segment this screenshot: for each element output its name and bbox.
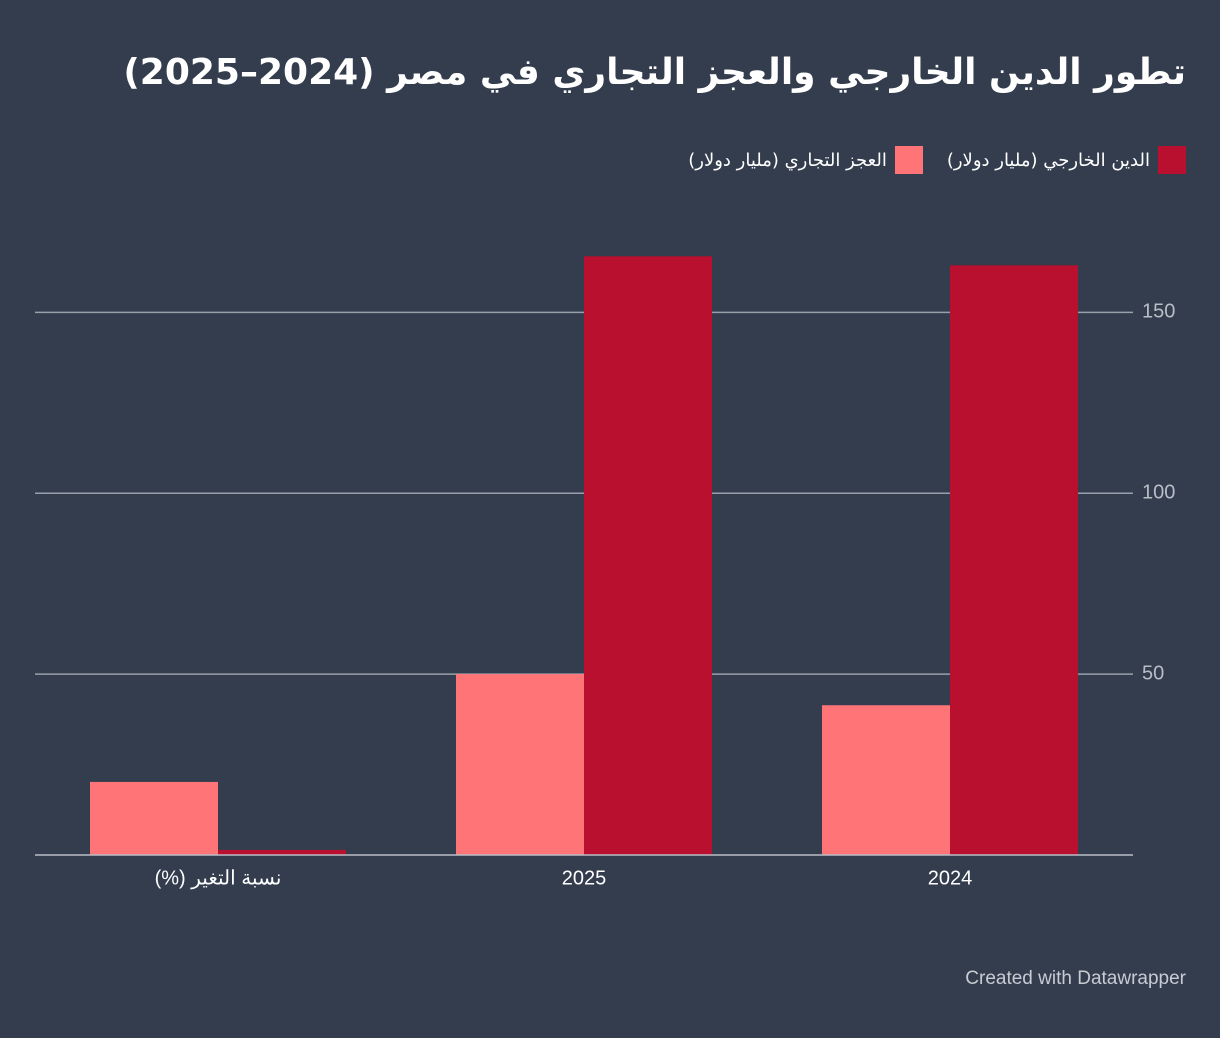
y-tick-label: 100 [1142, 482, 1175, 504]
legend-label: الدين الخارجي (مليار دولار) [946, 149, 1150, 171]
legend-item: العجز التجاري (مليار دولار) [688, 146, 923, 174]
bar [90, 781, 218, 855]
x-tick-label: نسبة التغير (%) [155, 867, 282, 889]
x-tick-label: 2024 [928, 867, 973, 889]
bar [456, 674, 584, 855]
legend-swatch [1158, 146, 1186, 174]
legend-label: العجز التجاري (مليار دولار) [688, 149, 887, 171]
y-tick-label: 50 [1142, 662, 1164, 684]
bar [218, 849, 346, 855]
legend-item: الدين الخارجي (مليار دولار) [947, 146, 1186, 174]
y-tick-label: 150 [1142, 301, 1175, 323]
x-tick-label: 2025 [562, 867, 607, 889]
bar [584, 256, 712, 855]
legend: الدين الخارجي (مليار دولار) العجز التجاري… [688, 146, 1186, 174]
bar [950, 265, 1078, 856]
bar [822, 705, 950, 855]
chart-title: تطور الدين الخارجي والعجز التجاري في مصر… [123, 52, 1186, 93]
legend-swatch [894, 146, 923, 174]
footer: Created with Datawrapper [965, 968, 1186, 989]
